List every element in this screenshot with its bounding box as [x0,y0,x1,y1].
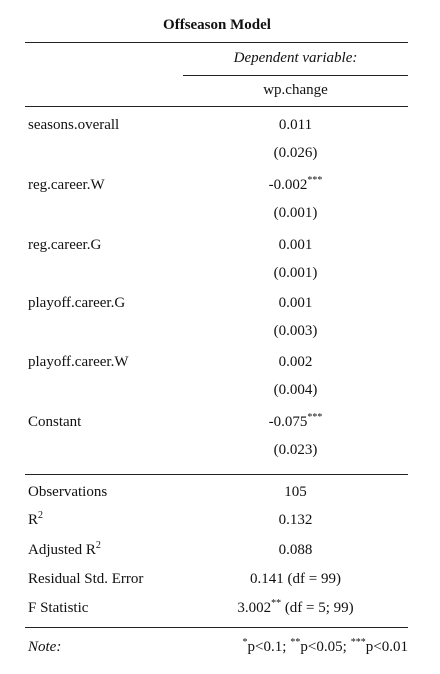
rule [183,75,408,76]
rule [25,627,408,628]
rule [25,42,408,43]
variable-name: seasons.overall [28,117,120,133]
estimate-value: -0.075 [268,414,308,430]
standard-error: (0.004) [273,382,318,398]
standard-error: (0.001) [273,205,318,221]
significance-stars: * [242,637,248,648]
estimate-value: 0.001 [278,295,313,311]
statistic-label-text: Observations [28,484,108,500]
significance-stars: *** [307,175,323,186]
statistic-label: Observations [28,482,107,502]
statistic-label: Residual Std. Error [28,569,143,589]
statistic-value-rest: (df = 5; 99) [281,600,354,616]
dependent-variable: wp.change [263,82,328,98]
statistic-value-text: 3.002 [237,600,272,616]
rule [25,106,408,107]
p-threshold: p<0.01 [365,639,408,655]
note-label: Note: [28,639,62,655]
estimate: -0.075*** [183,412,408,432]
statistic-label-text: Adjusted R [28,542,96,558]
estimate: 0.001 [183,235,408,255]
statistic-value-text: 105 [284,484,307,500]
estimate: 0.001 [183,293,408,313]
variable-name: reg.career.G [28,237,102,253]
significance-stars: *** [350,637,366,648]
variable-name: playoff.career.W [28,354,129,370]
variable-name: playoff.career.G [28,295,126,311]
variable-name: Constant [28,414,82,430]
statistic-value: 0.132 [183,510,408,530]
statistic-value: 0.141 (df = 99) [183,569,408,589]
statistic-value: 0.088 [183,540,408,560]
statistic-label: R2 [28,510,43,530]
p-threshold: p<0.05; [300,639,347,655]
statistic-label: F Statistic [28,598,88,618]
statistic-value: 3.002** (df = 5; 99) [183,598,408,618]
estimate-value: -0.002 [268,177,308,193]
dependent-label: Dependent variable: [233,50,358,66]
statistic-label-text: R [28,512,39,528]
estimate: 0.002 [183,352,408,372]
standard-error: (0.023) [273,442,318,458]
rule [25,474,408,475]
standard-error: (0.001) [273,265,318,281]
table-title: Offseason Model [163,17,271,33]
p-threshold: p<0.1; [247,639,287,655]
estimate-value: 0.001 [278,237,313,253]
estimate-value: 0.002 [278,354,313,370]
significance-stars: *** [307,412,323,423]
estimate: -0.002*** [183,175,408,195]
superscript: 2 [38,510,44,521]
estimate-value: 0.011 [278,117,313,133]
significance-stars: ** [290,637,301,648]
statistic-value-text: 0.088 [278,542,313,558]
standard-error: (0.026) [273,145,318,161]
significance-stars: ** [271,598,282,609]
note-part: *p<0.1; [242,637,287,656]
note-part: ***p<0.01 [350,637,408,656]
statistic-label: Adjusted R2 [28,540,101,560]
variable-name: reg.career.W [28,177,105,193]
standard-error: (0.003) [273,323,318,339]
statistic-value: 105 [183,482,408,502]
statistic-value-text: 0.141 (df = 99) [250,571,341,587]
note-text: *p<0.1; **p<0.05; ***p<0.01 [243,637,409,657]
statistic-label-text: Residual Std. Error [28,571,144,587]
superscript: 2 [95,540,101,551]
statistic-label-text: F Statistic [28,600,89,616]
statistic-value-text: 0.132 [278,512,313,528]
note-part: **p<0.05; [290,637,347,656]
estimate: 0.011 [183,115,408,135]
